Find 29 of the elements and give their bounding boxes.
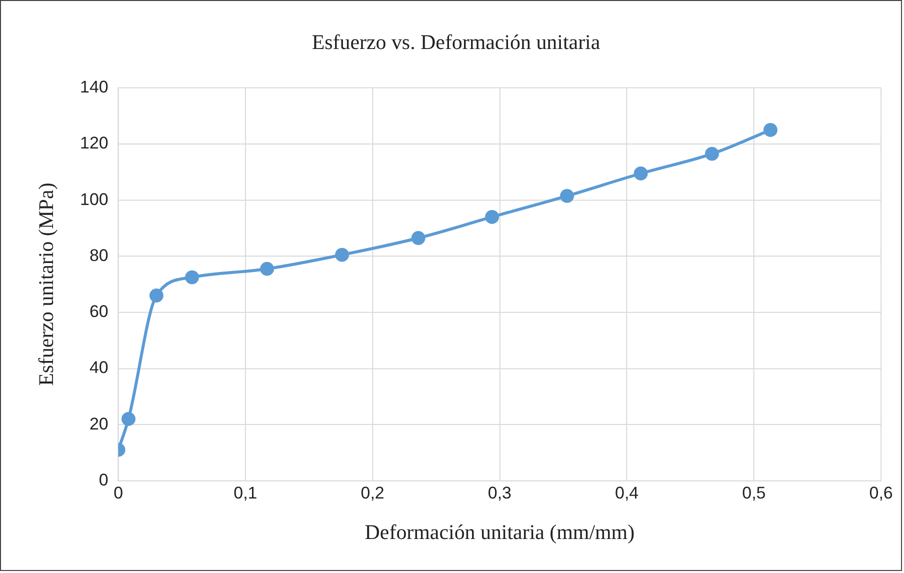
- x-tick-label: 0,1: [234, 484, 258, 503]
- y-tick-label: 60: [89, 302, 108, 322]
- y-axis-title: Esfuerzo unitario (MPa): [34, 182, 58, 386]
- x-tick-label: 0,6: [869, 484, 893, 503]
- x-axis-title: Deformación unitaria (mm/mm): [364, 520, 635, 544]
- y-tick-label: 40: [89, 358, 108, 378]
- y-tick-label: 80: [89, 246, 108, 265]
- y-tick-label: 100: [80, 190, 108, 209]
- point: [260, 262, 274, 276]
- x-tick-label: 0,3: [488, 484, 512, 503]
- point: [411, 231, 426, 245]
- y-tick-label: 120: [80, 134, 108, 153]
- point: [149, 288, 164, 303]
- x-tick-label: 0,5: [742, 484, 766, 503]
- y-tick-label: 20: [89, 414, 108, 434]
- point: [185, 270, 200, 284]
- point: [560, 188, 574, 203]
- point: [704, 146, 719, 161]
- point: [121, 412, 136, 426]
- x-tick-label: 0,2: [360, 484, 384, 503]
- point: [763, 123, 778, 137]
- y-tick-label: 0: [98, 470, 108, 490]
- point: [634, 166, 648, 180]
- x-tick-label: 0: [114, 484, 124, 503]
- point: [485, 210, 500, 224]
- point: [335, 248, 350, 262]
- x-tick-label: 0,4: [615, 484, 639, 503]
- chart-title: Esfuerzo vs. Deformación unitaria: [312, 30, 600, 54]
- y-tick-label: 140: [80, 78, 108, 97]
